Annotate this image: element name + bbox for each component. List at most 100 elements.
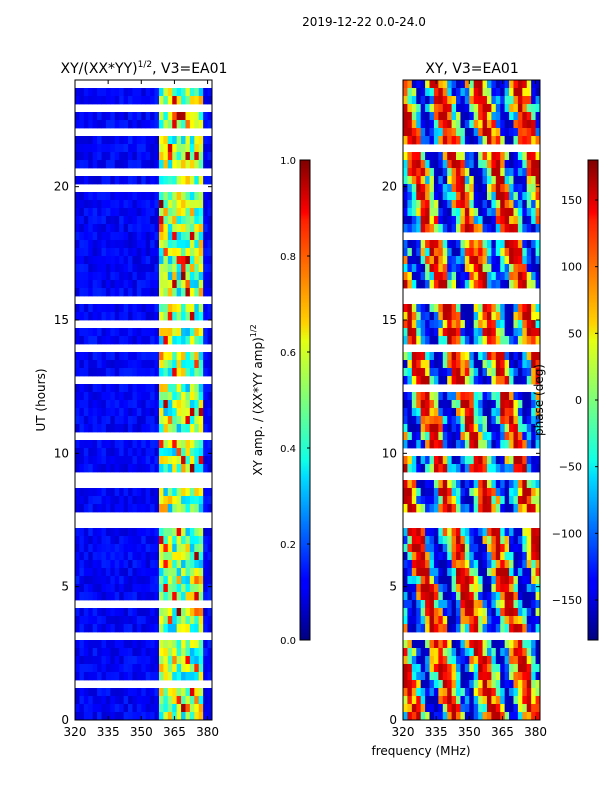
heat-cell <box>456 440 461 449</box>
heat-cell <box>429 608 435 617</box>
heat-cell <box>469 336 475 345</box>
heat-cell <box>407 272 413 281</box>
heat-cell <box>478 328 483 337</box>
heat-cell <box>181 464 186 473</box>
heat-cell <box>513 80 519 89</box>
heat-cell <box>504 704 510 713</box>
heat-cell <box>198 224 204 233</box>
heat-cell <box>486 240 492 249</box>
heat-cell <box>167 464 173 473</box>
heat-cell <box>97 696 102 705</box>
heat-cell <box>429 312 435 321</box>
heat-cell <box>478 416 483 425</box>
heat-cell <box>442 80 448 89</box>
heat-cell <box>495 576 501 585</box>
heat-cell <box>194 216 200 225</box>
heat-cell <box>517 592 523 601</box>
heat-cell <box>425 608 430 617</box>
heat-cell <box>513 600 519 609</box>
heat-cell <box>88 160 94 169</box>
heat-cell <box>500 168 506 177</box>
heat-cell <box>198 648 204 657</box>
heat-cell <box>486 432 492 441</box>
heat-cell <box>433 312 439 321</box>
heat-cell <box>495 656 501 665</box>
heat-cell <box>128 232 133 241</box>
heat-cell <box>132 424 138 433</box>
heat-cell <box>79 536 85 545</box>
heat-cell <box>88 672 94 681</box>
heat-cell <box>132 176 138 185</box>
heat-cell <box>464 160 470 169</box>
heat-cell <box>119 568 125 577</box>
heat-cell <box>75 424 80 433</box>
heat-cell <box>460 664 466 673</box>
heat-cell <box>425 320 430 329</box>
heat-cell <box>128 456 133 465</box>
heat-cell <box>500 688 506 697</box>
heat-cell <box>464 136 470 145</box>
heat-cell <box>101 272 107 281</box>
heat-cell <box>464 400 470 409</box>
heat-cell <box>535 96 541 105</box>
heat-cell <box>128 208 133 217</box>
heat-cell <box>189 464 195 473</box>
heat-cell <box>456 696 461 705</box>
heat-cell <box>451 656 457 665</box>
heat-cell <box>172 232 178 241</box>
heat-cell <box>101 408 107 417</box>
heat-cell <box>189 688 195 697</box>
heat-cell <box>141 712 147 721</box>
heat-cell <box>75 448 80 457</box>
heat-cell <box>185 648 191 657</box>
heat-cell <box>491 640 497 649</box>
heat-cell <box>123 176 129 185</box>
heat-cell <box>403 368 408 377</box>
heat-cell <box>411 608 417 617</box>
heat-cell <box>517 200 523 209</box>
heat-cell <box>176 424 182 433</box>
heat-cell <box>509 400 514 409</box>
heat-cell <box>105 576 111 585</box>
heat-cell <box>101 120 107 129</box>
heat-cell <box>522 712 528 721</box>
heat-cell <box>517 224 523 233</box>
heat-cell <box>207 384 213 393</box>
heat-cell <box>198 336 204 345</box>
heat-cell <box>531 400 536 409</box>
heat-cell <box>97 112 102 121</box>
heat-cell <box>416 272 422 281</box>
heat-cell <box>473 240 479 249</box>
heat-cell <box>176 216 182 225</box>
heat-cell <box>158 152 164 161</box>
heat-cell <box>482 624 488 633</box>
heat-cell <box>513 104 519 113</box>
heat-cell <box>75 232 80 241</box>
heat-cell <box>478 464 483 473</box>
heat-cell <box>110 624 116 633</box>
heat-cell <box>181 440 186 449</box>
heat-cell <box>522 504 528 513</box>
heat-cell <box>469 88 475 97</box>
heat-cell <box>119 200 125 209</box>
heat-cell <box>150 688 155 697</box>
heat-cell <box>438 408 444 417</box>
heat-cell <box>429 584 435 593</box>
heat-cell <box>447 528 453 537</box>
heat-cell <box>517 504 523 513</box>
heat-cell <box>531 320 536 329</box>
heat-cell <box>132 328 138 337</box>
heat-cell <box>420 624 426 633</box>
heat-cell <box>128 152 133 161</box>
heat-cell <box>429 104 435 113</box>
heat-cell <box>433 680 439 689</box>
heat-cell <box>433 456 439 465</box>
heat-cell <box>486 496 492 505</box>
heat-cell <box>491 200 497 209</box>
heat-cell <box>185 152 191 161</box>
heat-cell <box>509 656 514 665</box>
heat-cell <box>469 224 475 233</box>
heat-cell <box>110 392 116 401</box>
heat-cell <box>411 704 417 713</box>
heat-cell <box>420 120 426 129</box>
